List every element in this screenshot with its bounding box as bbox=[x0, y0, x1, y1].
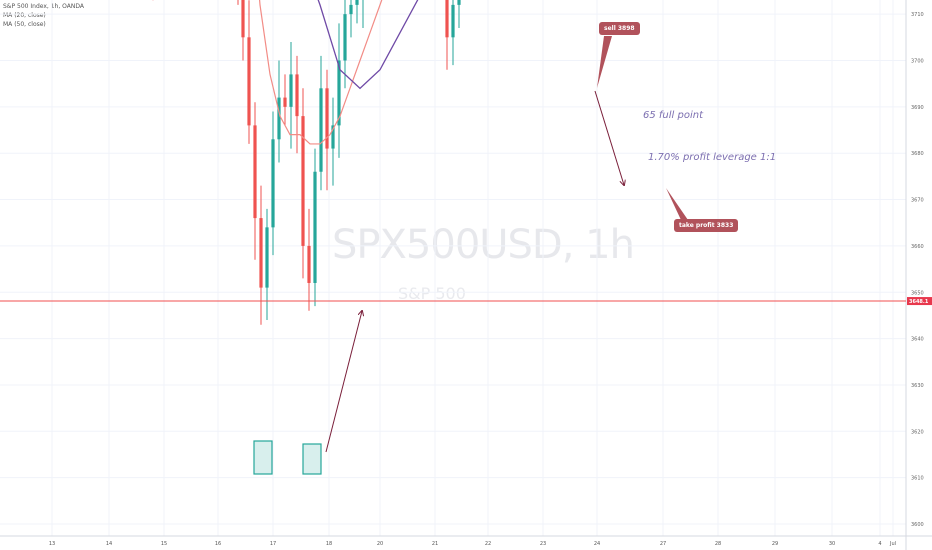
candle-body bbox=[253, 125, 257, 219]
candle-body bbox=[301, 116, 305, 246]
candle-body bbox=[355, 0, 359, 5]
x-tick-label: Jul bbox=[889, 541, 896, 547]
y-tick-label: 3620 bbox=[911, 429, 924, 435]
y-tick-label: 3710 bbox=[911, 12, 924, 18]
x-tick-label: 17 bbox=[270, 541, 276, 547]
x-tick-label: 21 bbox=[432, 541, 438, 547]
take-profit-callout: take profit 3833 bbox=[674, 219, 739, 232]
candle-body bbox=[259, 218, 263, 288]
candle-body bbox=[283, 97, 287, 107]
x-tick-label: 16 bbox=[215, 541, 221, 547]
x-tick-label: 27 bbox=[660, 541, 666, 547]
candle-body bbox=[445, 0, 449, 38]
candle-body bbox=[307, 245, 311, 283]
candle-body bbox=[457, 0, 461, 5]
profit-note: 1.70% profit leverage 1:1 bbox=[648, 152, 777, 163]
sell-callout: sell 3898 bbox=[599, 22, 640, 35]
y-tick-label: 3650 bbox=[911, 290, 924, 296]
candle-body bbox=[247, 37, 251, 126]
candle-body bbox=[277, 97, 281, 140]
x-tick-label: 23 bbox=[540, 541, 546, 547]
take-profit-callout-tail bbox=[666, 188, 688, 220]
points-note: 65 full point bbox=[643, 110, 703, 121]
bottom-box-1 bbox=[253, 440, 273, 475]
x-tick-label: 18 bbox=[326, 541, 332, 547]
level-price-label: 3648.1 bbox=[909, 299, 929, 305]
candle-body bbox=[313, 171, 317, 283]
x-tick-label: 22 bbox=[485, 541, 491, 547]
y-tick-label: 3680 bbox=[911, 151, 924, 157]
candle-body bbox=[295, 74, 299, 117]
y-tick-label: 3600 bbox=[911, 522, 924, 528]
candle-body bbox=[337, 60, 341, 126]
down-arrow bbox=[594, 90, 624, 185]
candle-body bbox=[343, 14, 347, 61]
up-arrow bbox=[325, 311, 362, 453]
x-tick-label: 4 bbox=[878, 541, 881, 547]
x-tick-label: 15 bbox=[161, 541, 167, 547]
y-tick-label: 3700 bbox=[911, 59, 924, 65]
y-tick-label: 3640 bbox=[911, 337, 924, 343]
chart-header-ma50: MA (50, close) bbox=[3, 21, 46, 28]
candle-body bbox=[265, 227, 269, 288]
bottom-box-2 bbox=[302, 443, 322, 475]
watermark-symbol: SPX500USD, 1h bbox=[332, 222, 635, 268]
candle-body bbox=[349, 4, 353, 15]
x-tick-label: 20 bbox=[377, 541, 383, 547]
x-tick-label: 28 bbox=[715, 541, 721, 547]
y-tick-label: 3670 bbox=[911, 198, 924, 204]
candle-body bbox=[241, 0, 245, 38]
sell-callout-tail bbox=[597, 36, 612, 88]
ma20-line bbox=[258, 0, 383, 145]
candle-body bbox=[325, 88, 329, 149]
candle-body bbox=[289, 74, 293, 107]
level-price-tag bbox=[907, 297, 932, 306]
watermark-name: S&P 500 bbox=[398, 284, 466, 303]
chart-header-symbol: S&P 500 Index, 1h, OANDA bbox=[3, 3, 84, 10]
x-tick-label: 30 bbox=[829, 541, 835, 547]
x-tick-label: 13 bbox=[49, 541, 55, 547]
y-tick-label: 3610 bbox=[911, 476, 924, 482]
chart-header-ma20: MA (20, close) bbox=[3, 12, 46, 19]
x-tick-label: 24 bbox=[594, 541, 600, 547]
candle-body bbox=[331, 125, 335, 149]
y-tick-label: 3690 bbox=[911, 105, 924, 111]
candle-body bbox=[271, 139, 275, 228]
candle-body bbox=[319, 88, 323, 172]
y-tick-label: 3630 bbox=[911, 383, 924, 389]
x-tick-label: 14 bbox=[106, 541, 112, 547]
x-tick-label: 29 bbox=[772, 541, 778, 547]
ma50-line bbox=[317, 0, 419, 90]
candle-body bbox=[451, 4, 455, 38]
y-tick-label: 3660 bbox=[911, 244, 924, 250]
